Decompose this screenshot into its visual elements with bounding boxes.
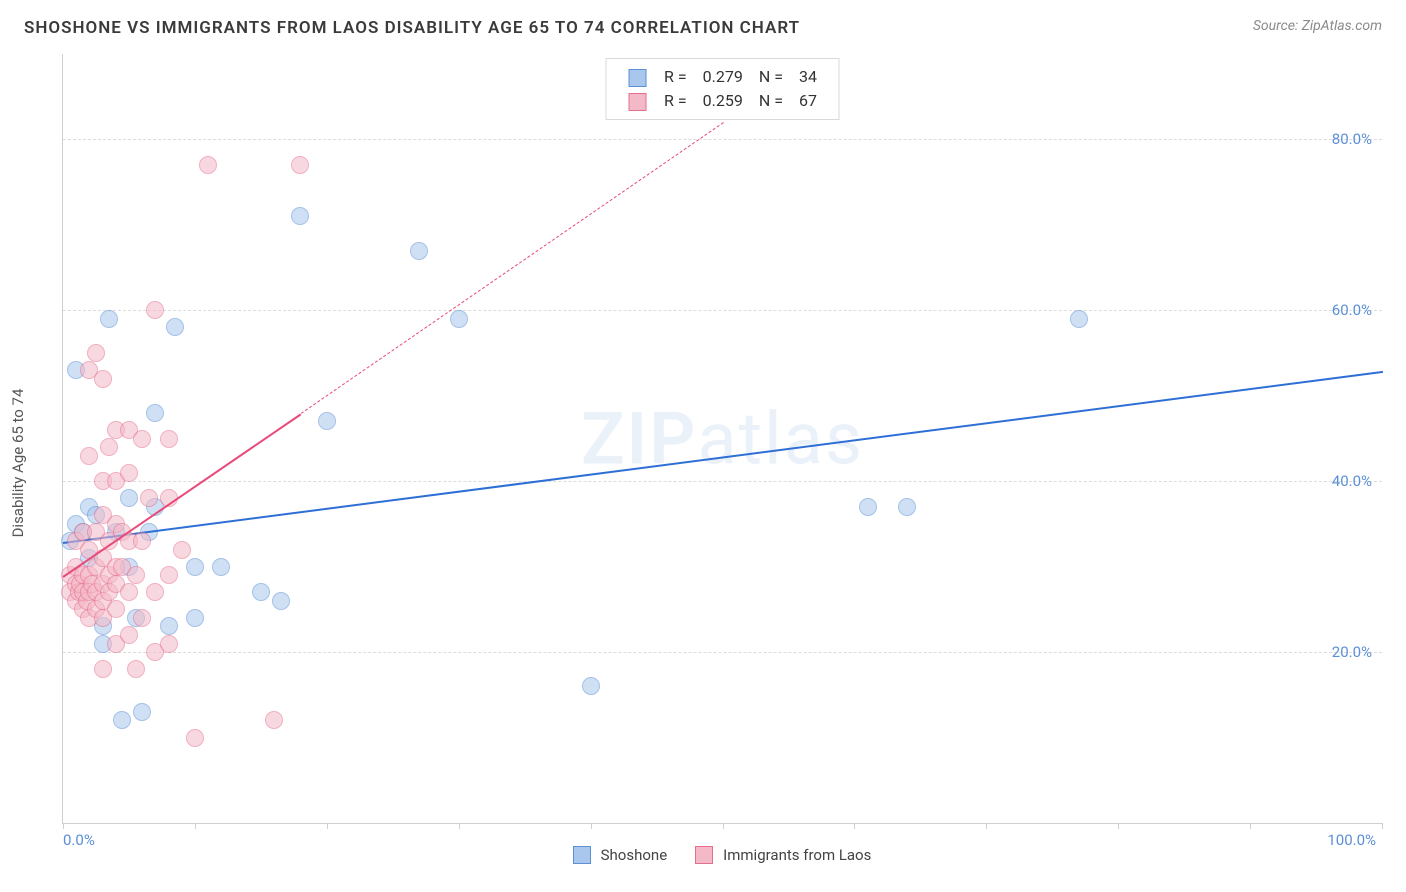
gridline xyxy=(63,652,1382,653)
gridline xyxy=(63,139,1382,140)
data-point xyxy=(1070,310,1088,328)
x-tick xyxy=(986,823,987,829)
data-point xyxy=(291,207,309,225)
x-tick xyxy=(459,823,460,829)
data-point xyxy=(120,583,138,601)
data-point xyxy=(113,711,131,729)
y-tick-label: 40.0% xyxy=(1332,472,1372,490)
data-point xyxy=(160,635,178,653)
y-axis-label: Disability Age 65 to 74 xyxy=(9,389,27,538)
trend-line xyxy=(63,371,1383,544)
legend-item: Shoshone xyxy=(573,846,668,864)
trend-line xyxy=(300,123,723,415)
data-point xyxy=(186,729,204,747)
x-tick xyxy=(591,823,592,829)
data-point xyxy=(140,489,158,507)
data-point xyxy=(186,609,204,627)
data-point xyxy=(133,609,151,627)
data-point xyxy=(450,310,468,328)
data-point xyxy=(133,430,151,448)
data-point xyxy=(146,583,164,601)
data-point xyxy=(582,677,600,695)
x-tick xyxy=(195,823,196,829)
y-tick-label: 80.0% xyxy=(1332,130,1372,148)
data-point xyxy=(94,370,112,388)
data-point xyxy=(127,566,145,584)
x-tick xyxy=(723,823,724,829)
data-point xyxy=(160,430,178,448)
x-tick xyxy=(854,823,855,829)
gridline xyxy=(63,310,1382,311)
data-point xyxy=(80,447,98,465)
data-point xyxy=(410,242,428,260)
data-point xyxy=(146,301,164,319)
legend-stats-row: R =0.259N =67 xyxy=(620,89,825,113)
data-point xyxy=(160,617,178,635)
data-point xyxy=(120,464,138,482)
data-point xyxy=(94,660,112,678)
data-point xyxy=(160,566,178,584)
x-tick xyxy=(327,823,328,829)
chart-container: Disability Age 65 to 74 ZIPatlas R =0.27… xyxy=(24,54,1382,872)
data-point xyxy=(186,558,204,576)
data-point xyxy=(252,583,270,601)
x-tick xyxy=(1250,823,1251,829)
y-tick-label: 20.0% xyxy=(1332,643,1372,661)
plot-area: ZIPatlas R =0.279N =34R =0.259N =67 20.0… xyxy=(62,54,1382,824)
source-attribution: Source: ZipAtlas.com xyxy=(1253,18,1382,34)
data-point xyxy=(120,626,138,644)
data-point xyxy=(87,344,105,362)
data-point xyxy=(133,532,151,550)
data-point xyxy=(120,489,138,507)
data-point xyxy=(212,558,230,576)
legend-stats-row: R =0.279N =34 xyxy=(620,65,825,89)
chart-title: SHOSHONE VS IMMIGRANTS FROM LAOS DISABIL… xyxy=(24,18,800,38)
data-point xyxy=(146,404,164,422)
data-point xyxy=(127,660,145,678)
data-point xyxy=(265,711,283,729)
x-tick xyxy=(63,823,64,829)
data-point xyxy=(107,600,125,618)
legend-series: Shoshone Immigrants from Laos xyxy=(62,838,1382,872)
data-point xyxy=(272,592,290,610)
data-point xyxy=(199,156,217,174)
x-tick xyxy=(1118,823,1119,829)
gridline xyxy=(63,481,1382,482)
data-point xyxy=(133,703,151,721)
legend-item: Immigrants from Laos xyxy=(695,846,871,864)
y-tick-label: 60.0% xyxy=(1332,301,1372,319)
data-point xyxy=(100,438,118,456)
data-point xyxy=(859,498,877,516)
data-point xyxy=(173,541,191,559)
data-point xyxy=(100,310,118,328)
data-point xyxy=(291,156,309,174)
legend-stats: R =0.279N =34R =0.259N =67 xyxy=(605,58,840,120)
data-point xyxy=(166,318,184,336)
data-point xyxy=(318,412,336,430)
x-tick xyxy=(1382,823,1383,829)
data-point xyxy=(898,498,916,516)
